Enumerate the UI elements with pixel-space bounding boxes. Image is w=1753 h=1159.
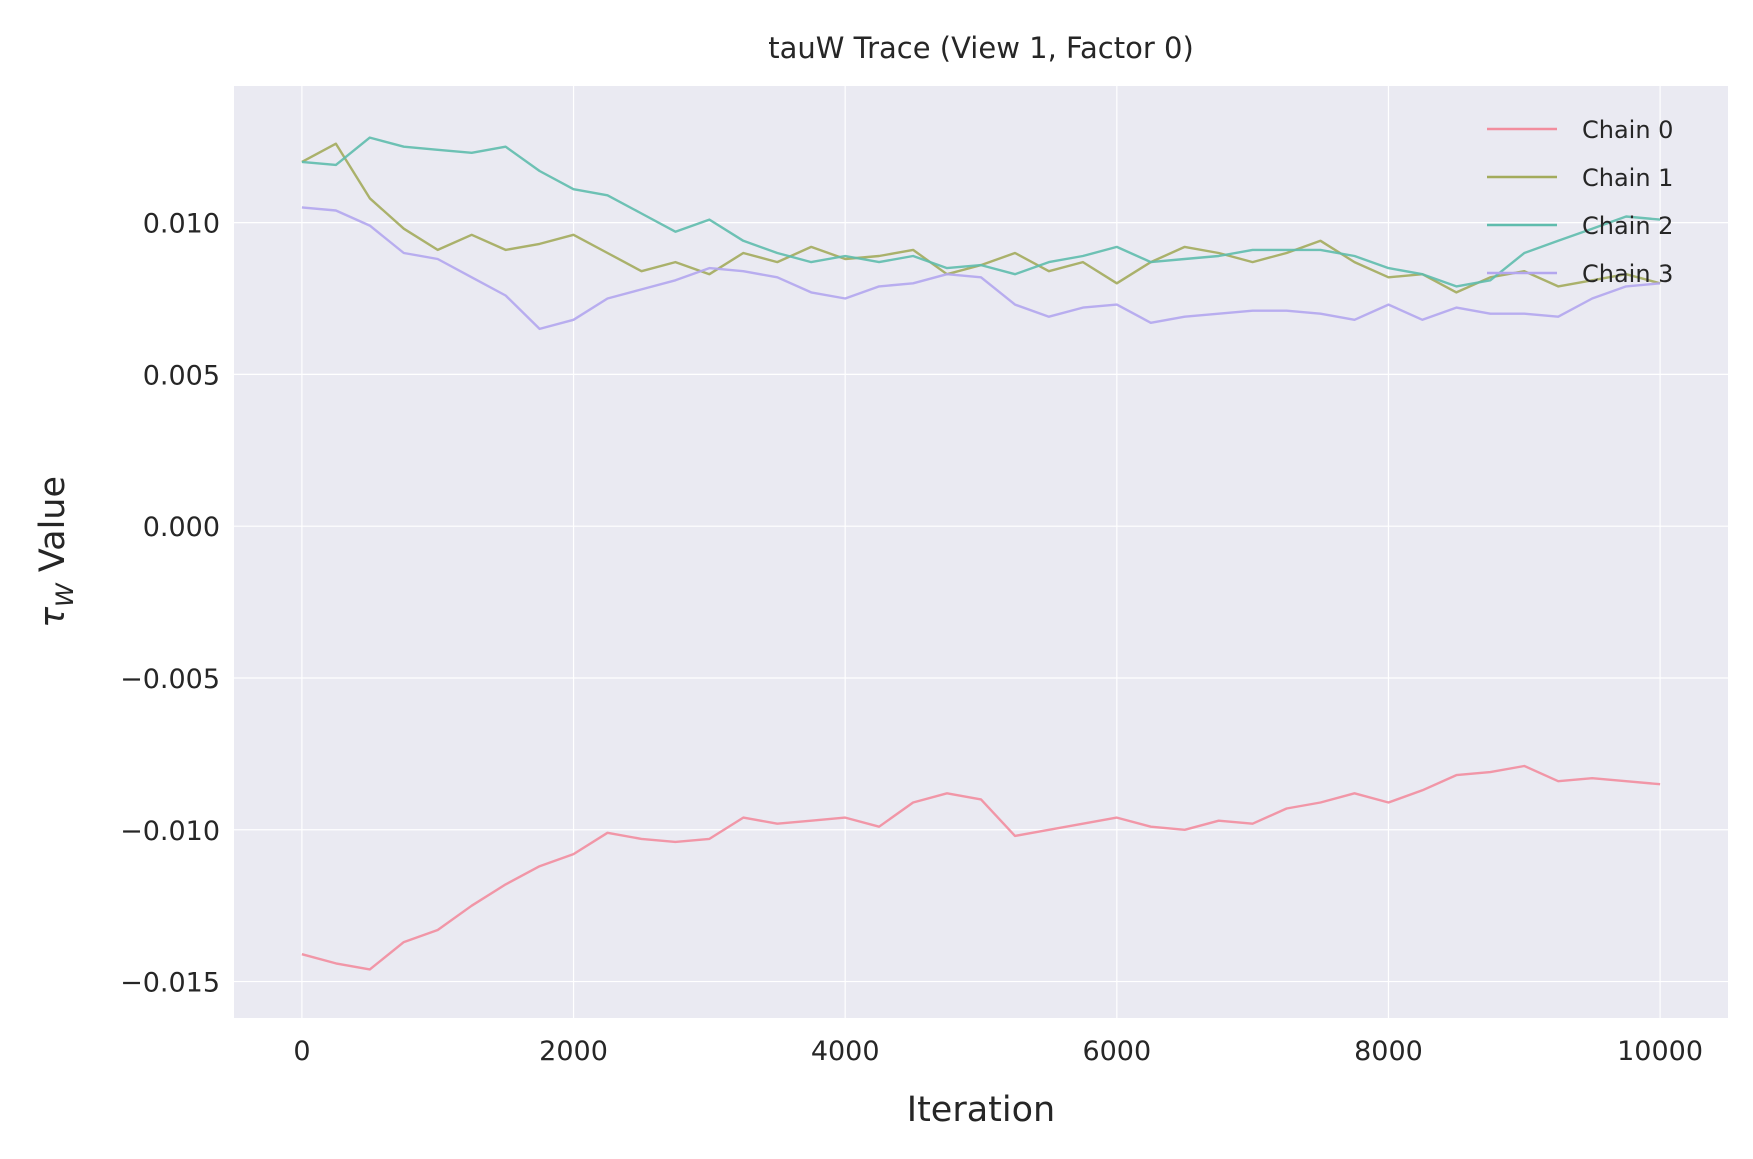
y-axis-label: τW Value — [33, 476, 79, 628]
x-tick-label: 4000 — [811, 1036, 880, 1067]
x-tick-label: 10000 — [1617, 1036, 1703, 1067]
series-layer — [301, 136, 1661, 971]
series-line-chain-3 — [301, 206, 1661, 331]
grid-lines — [234, 86, 1728, 1018]
legend-label: Chain 0 — [1582, 116, 1673, 144]
x-tick-label: 0 — [293, 1036, 310, 1067]
chart-title: tauW Trace (View 1, Factor 0) — [768, 31, 1194, 65]
y-tick-label: −0.015 — [120, 968, 220, 999]
plot-background — [234, 86, 1728, 1018]
legend-label: Chain 1 — [1582, 164, 1673, 192]
x-tick-label: 2000 — [539, 1036, 608, 1067]
y-tick-label: −0.005 — [120, 664, 220, 695]
x-axis-label: Iteration — [907, 1090, 1055, 1130]
y-tick-labels: −0.015 −0.010 −0.005 0.000 0.005 0.010 — [120, 209, 220, 999]
y-tick-label: 0.010 — [143, 209, 220, 240]
series-line-chain-0 — [301, 764, 1661, 971]
y-tick-label: 0.000 — [143, 512, 220, 543]
legend-label: Chain 2 — [1582, 212, 1673, 240]
x-tick-label: 6000 — [1082, 1036, 1151, 1067]
x-tick-label: 8000 — [1354, 1036, 1423, 1067]
x-tick-labels: 0 2000 4000 6000 8000 10000 — [293, 1036, 1703, 1067]
y-tick-label: 0.005 — [143, 360, 220, 391]
legend-label: Chain 3 — [1582, 260, 1673, 288]
legend: Chain 0 Chain 1 Chain 2 Chain 3 — [1487, 116, 1673, 288]
y-tick-label: −0.010 — [120, 816, 220, 847]
series-line-chain-2 — [301, 136, 1661, 288]
